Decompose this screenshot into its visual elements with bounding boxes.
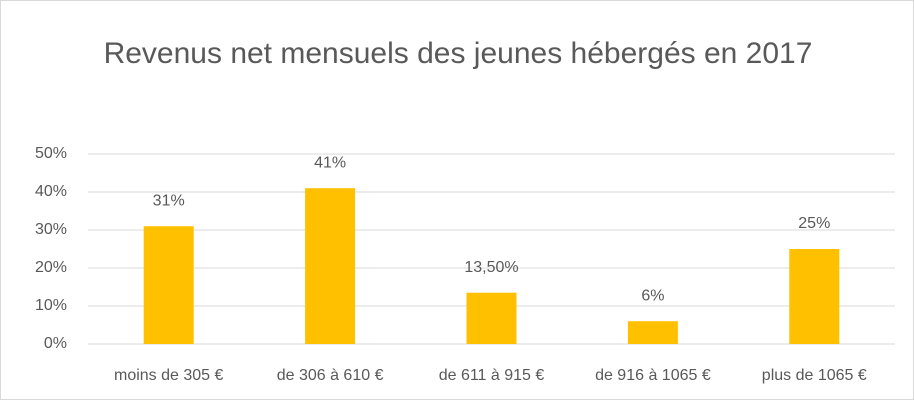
y-tick-label: 20% xyxy=(35,259,67,276)
y-tick-label: 10% xyxy=(35,297,67,314)
x-tick-label: moins de 305 € xyxy=(114,367,224,384)
x-tick-label: de 306 à 610 € xyxy=(277,367,384,384)
bar xyxy=(143,226,194,344)
chart-title: Revenus net mensuels des jeunes hébergés… xyxy=(103,37,813,70)
y-tick-label: 50% xyxy=(35,145,67,162)
y-tick-label: 0% xyxy=(44,335,67,352)
bar xyxy=(627,321,678,344)
value-label: 25% xyxy=(798,215,830,232)
bar xyxy=(789,249,840,344)
value-label: 13,50% xyxy=(464,259,518,276)
x-tick-label: plus de 1065 € xyxy=(762,367,867,384)
bar xyxy=(305,188,356,344)
x-tick-label: de 611 à 915 € xyxy=(439,367,545,384)
bar xyxy=(466,292,517,344)
y-tick-label: 40% xyxy=(35,183,67,200)
y-tick-label: 30% xyxy=(35,221,67,238)
x-tick-label: de 916 à 1065 € xyxy=(595,367,711,384)
value-label: 6% xyxy=(641,287,664,304)
value-label: 31% xyxy=(153,192,185,209)
value-label: 41% xyxy=(314,154,346,171)
